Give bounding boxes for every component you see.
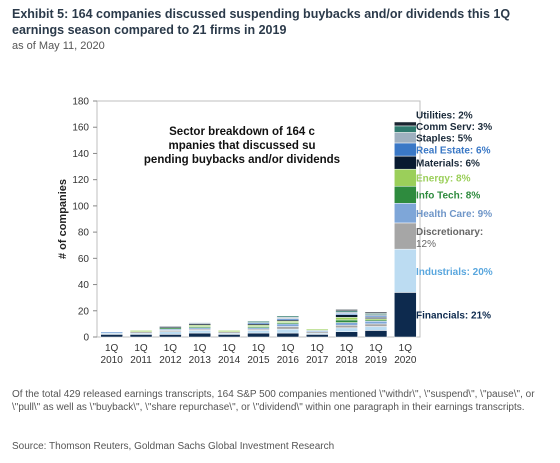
legend-label: Utilities: 2% xyxy=(416,111,473,122)
x-tick-label: 2015 xyxy=(247,355,270,366)
x-tick-label: 2019 xyxy=(365,355,388,366)
bar-segment-utilities xyxy=(335,309,358,312)
x-tick-label: 1Q xyxy=(164,343,178,354)
bar-segment-financials xyxy=(364,330,388,338)
x-tick-label: 1Q xyxy=(340,343,354,354)
bar-segment-financials xyxy=(159,334,182,338)
bar-segment-health-care xyxy=(276,323,300,327)
x-tick-label: 2017 xyxy=(306,355,329,366)
bar-segment-industrials xyxy=(394,248,417,293)
bar-segment-industrials xyxy=(188,330,212,334)
source-line: Source: Thomson Reuters, Goldman Sachs G… xyxy=(12,441,335,452)
legend-label: Real Estate: 6% xyxy=(416,146,491,157)
bar-segment-health-care xyxy=(364,321,388,325)
chart-annotation: pending buybacks and/or dividends xyxy=(144,154,340,166)
legend-label: Staples: 5% xyxy=(416,134,472,145)
x-tick-label: 1Q xyxy=(134,343,148,354)
bar-segment-health-care xyxy=(335,322,358,326)
x-tick-label: 2010 xyxy=(101,355,124,366)
y-tick-label: 60 xyxy=(78,254,90,265)
x-tick-label: 1Q xyxy=(252,343,266,354)
y-tick-label: 100 xyxy=(72,201,89,212)
y-axis-label: # of companies xyxy=(57,179,69,259)
bar-segment-utilities xyxy=(364,311,388,314)
bar-segment-industrials xyxy=(335,327,358,333)
y-tick-label: 0 xyxy=(83,333,89,344)
bar-segment-financials xyxy=(305,334,329,338)
legend-label: Financials: 21% xyxy=(416,311,491,322)
bar-segment-materials xyxy=(394,155,417,170)
bar-segment-utilities xyxy=(394,121,417,127)
x-tick-label: 2013 xyxy=(189,355,212,366)
bar-segment-materials xyxy=(159,326,182,329)
bar-segment-real-estate xyxy=(394,142,417,157)
bar-segment-energy xyxy=(335,317,358,321)
bar-segment-discretionary xyxy=(276,326,300,330)
y-tick-label: 20 xyxy=(78,306,90,317)
legend-label: Discretionary: xyxy=(416,227,483,238)
bar-segment-comm-serv xyxy=(276,315,300,318)
chart-annotation: mpanies that discussed su xyxy=(169,140,316,152)
bar-segment-energy xyxy=(305,328,329,331)
bar-segment-financials xyxy=(129,334,153,338)
x-tick-label: 1Q xyxy=(193,343,207,354)
bar-segment-financials xyxy=(100,334,123,338)
x-tick-label: 1Q xyxy=(369,343,383,354)
y-tick-label: 140 xyxy=(72,149,89,160)
bar-segment-energy xyxy=(217,330,241,333)
bar-segment-energy xyxy=(129,330,153,333)
bar-segment-discretionary xyxy=(394,222,417,250)
bar-segment-energy xyxy=(394,168,417,187)
y-tick-label: 180 xyxy=(72,97,89,108)
x-tick-label: 2014 xyxy=(218,355,241,366)
y-tick-label: 120 xyxy=(72,175,89,186)
x-tick-label: 2016 xyxy=(277,355,300,366)
x-tick-label: 2020 xyxy=(394,355,417,366)
x-tick-label: 2018 xyxy=(335,355,358,366)
bar-segment-discretionary xyxy=(364,323,388,327)
legend-label: Industrials: 20% xyxy=(416,267,493,278)
bar-segment-discretionary xyxy=(335,324,358,329)
bar-segment-financials xyxy=(247,332,270,338)
legend-label: Comm Serv: 3% xyxy=(416,122,492,133)
bar-segment-health-care xyxy=(394,203,417,224)
y-tick-label: 40 xyxy=(78,280,90,291)
bar-segment-staples xyxy=(394,132,417,144)
bar-segment-info-tech xyxy=(394,185,417,204)
x-tick-label: 1Q xyxy=(399,343,413,354)
bar-segment-financials xyxy=(217,334,241,338)
x-tick-label: 1Q xyxy=(311,343,325,354)
bar-segment-materials xyxy=(335,314,358,318)
x-tick-label: 2011 xyxy=(130,355,152,366)
y-tick-label: 80 xyxy=(78,228,90,239)
x-tick-label: 1Q xyxy=(281,343,295,354)
bar-segment-staples xyxy=(188,322,212,325)
legend-label: Materials: 6% xyxy=(416,159,480,170)
y-tick-label: 160 xyxy=(72,123,89,134)
bar-segment-industrials xyxy=(276,328,300,334)
bar-segment-financials xyxy=(394,292,417,338)
x-tick-label: 2012 xyxy=(159,355,182,366)
legend-label: Info Tech: 8% xyxy=(416,191,480,202)
legend-label: Health Care: 9% xyxy=(416,209,492,220)
bar-segment-comm-serv xyxy=(247,321,270,323)
bar-segment-financials xyxy=(188,332,212,338)
chart-annotation: Sector breakdown of 164 c xyxy=(169,126,315,138)
stacked-bar-chart: 0 20 40 60 80 100 120 140 160 180 # of companies 1Q… xyxy=(57,97,493,367)
x-tick-label: 1Q xyxy=(105,343,119,354)
chart-title: Exhibit 5: 164 companies discussed suspe… xyxy=(12,7,511,37)
bar-segment-industrials xyxy=(159,331,182,335)
x-tick-label: 1Q xyxy=(222,343,236,354)
bar-segment-health-care xyxy=(100,331,123,334)
footnote: Of the total 429 released earnings trans… xyxy=(12,389,535,413)
bar-segment-industrials xyxy=(364,326,388,331)
bar-segment-industrials xyxy=(247,330,270,334)
bar-segment-financials xyxy=(276,332,300,338)
chart-subtitle: as of May 11, 2020 xyxy=(12,40,105,52)
bar-segment-info-tech xyxy=(335,319,358,323)
legend-label: 12% xyxy=(416,239,436,250)
legend-label: Energy: 8% xyxy=(416,174,471,185)
bar-segment-financials xyxy=(335,331,358,338)
bar-segment-comm-serv xyxy=(394,125,417,133)
